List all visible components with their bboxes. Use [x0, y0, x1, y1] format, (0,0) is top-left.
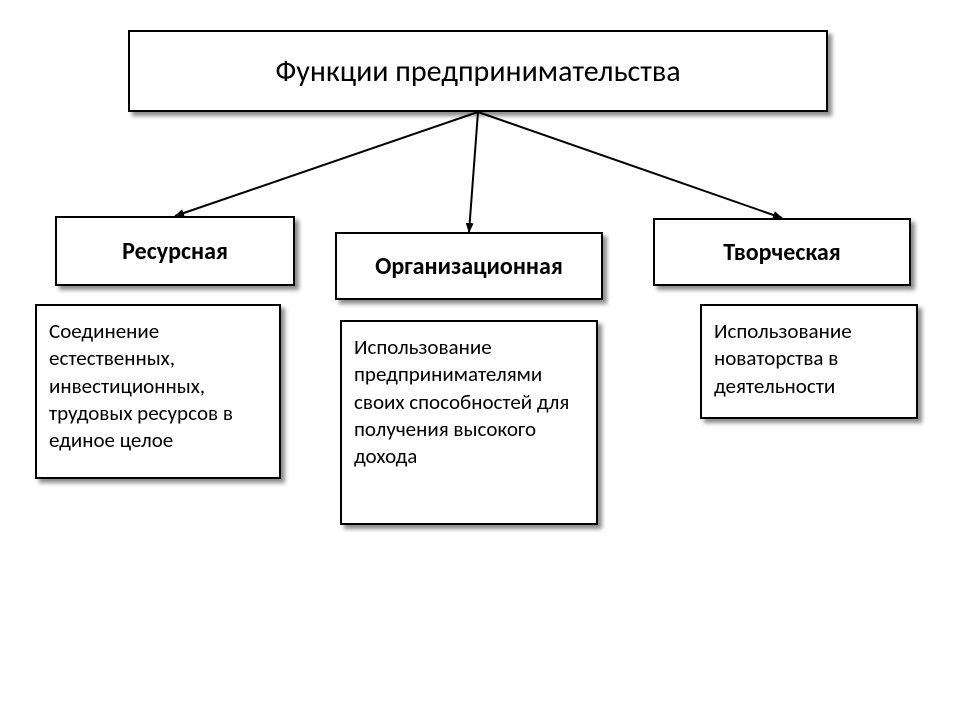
connector-line-0: [175, 112, 478, 216]
connector-line-2: [478, 112, 782, 218]
branch-desc-2: Использование новаторства в деятельности: [700, 304, 918, 419]
branch-title-1: Организационная: [335, 232, 603, 300]
branch-title-2: Творческая: [653, 218, 911, 286]
connector-line-1: [469, 112, 478, 232]
branch-desc-1: Использование предпринимателями своих сп…: [340, 320, 598, 525]
branch-title-0: Ресурсная: [55, 216, 295, 286]
root-label: Функции предпринимательства: [275, 53, 680, 90]
branch-title-0-label: Ресурсная: [122, 237, 228, 266]
branch-desc-1-label: Использование предпринимателями своих сп…: [354, 334, 586, 470]
branch-desc-2-label: Использование новаторства в деятельности: [714, 318, 906, 400]
branch-desc-0-label: Соединение естественных, инвестиционных,…: [49, 318, 269, 454]
branch-title-1-label: Организационная: [375, 252, 563, 281]
branch-desc-0: Соединение естественных, инвестиционных,…: [35, 304, 281, 479]
root-box: Функции предпринимательства: [128, 30, 828, 112]
branch-title-2-label: Творческая: [723, 238, 840, 267]
